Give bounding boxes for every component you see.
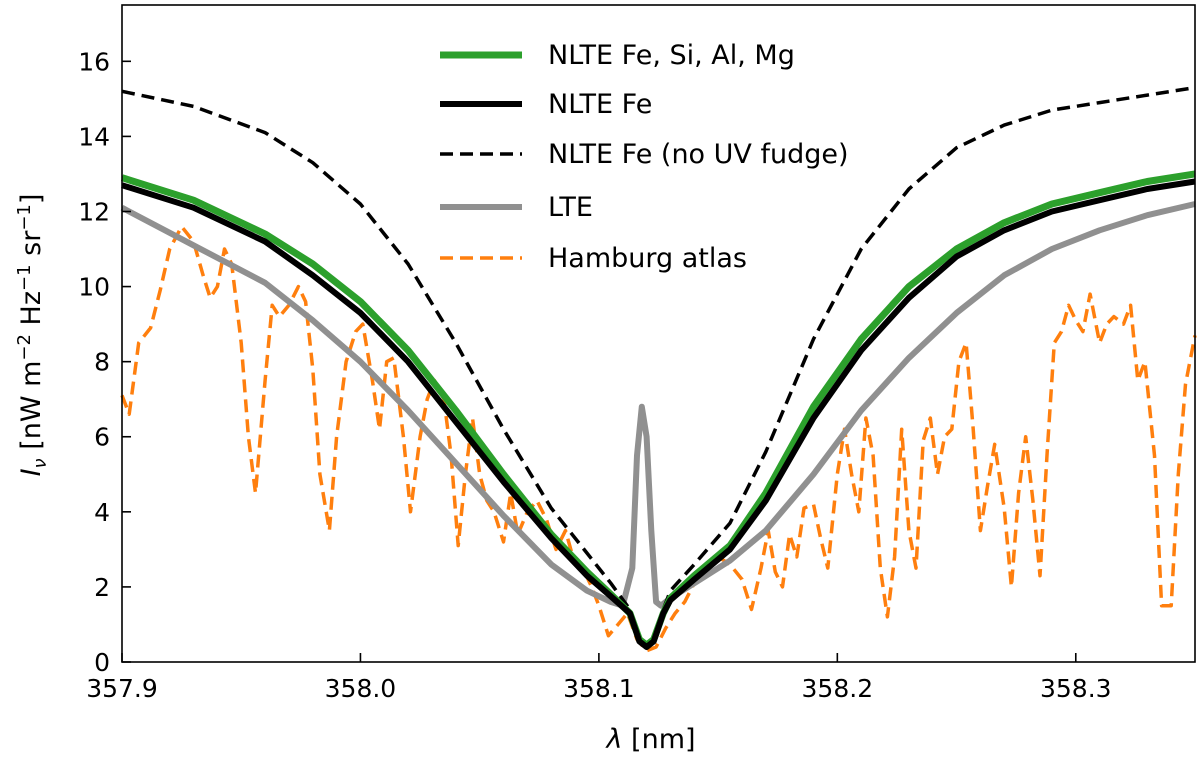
series-line-lte — [120, 201, 1196, 609]
y-tick-label: 10 — [78, 273, 110, 302]
series-line-nlte-fe-no-uv-fudge — [121, 85, 1196, 647]
legend-label-hamburg: Hamburg atlas — [548, 243, 747, 274]
y-axis-label: Iν [nW m−2 Hz−1 sr−1] — [14, 194, 51, 477]
legend-label-nlte-fe-no-uv: NLTE Fe (no UV fudge) — [548, 139, 849, 170]
plot-lines — [120, 85, 1197, 653]
x-tick-label: 358.3 — [1040, 674, 1112, 703]
y-tick-label: 16 — [78, 47, 110, 76]
x-tick-label: 358.0 — [325, 674, 397, 703]
y-tick-label: 0 — [94, 648, 110, 677]
plot-frame — [121, 4, 1196, 663]
y-tick-label: 4 — [94, 498, 110, 527]
legend-label-lte: LTE — [548, 192, 593, 223]
y-tick-label: 6 — [94, 423, 110, 452]
y-tick-label: 8 — [94, 348, 110, 377]
x-axis-label: λ [nm] — [604, 724, 695, 755]
legend-label-nlte-all: NLTE Fe, Si, Al, Mg — [548, 40, 795, 71]
y-tick-label: 2 — [94, 573, 110, 602]
series-line-hamburg-atlas — [120, 224, 1197, 653]
legend-label-nlte-fe: NLTE Fe — [548, 89, 652, 120]
y-tick-label: 12 — [78, 197, 110, 226]
x-tick-label: 358.2 — [802, 674, 874, 703]
axis-ticks: 357.9 358.0 358.1 358.2 358.3 0 2 4 6 8 10 12 14 16 — [78, 47, 1111, 703]
x-tick-label: 357.9 — [86, 674, 158, 703]
legend: NLTE Fe, Si, Al, Mg NLTE Fe NLTE Fe (no … — [440, 40, 849, 274]
y-tick-label: 14 — [78, 122, 110, 151]
x-tick-label: 358.1 — [563, 674, 635, 703]
series-line-nlte-fe — [121, 178, 1196, 650]
